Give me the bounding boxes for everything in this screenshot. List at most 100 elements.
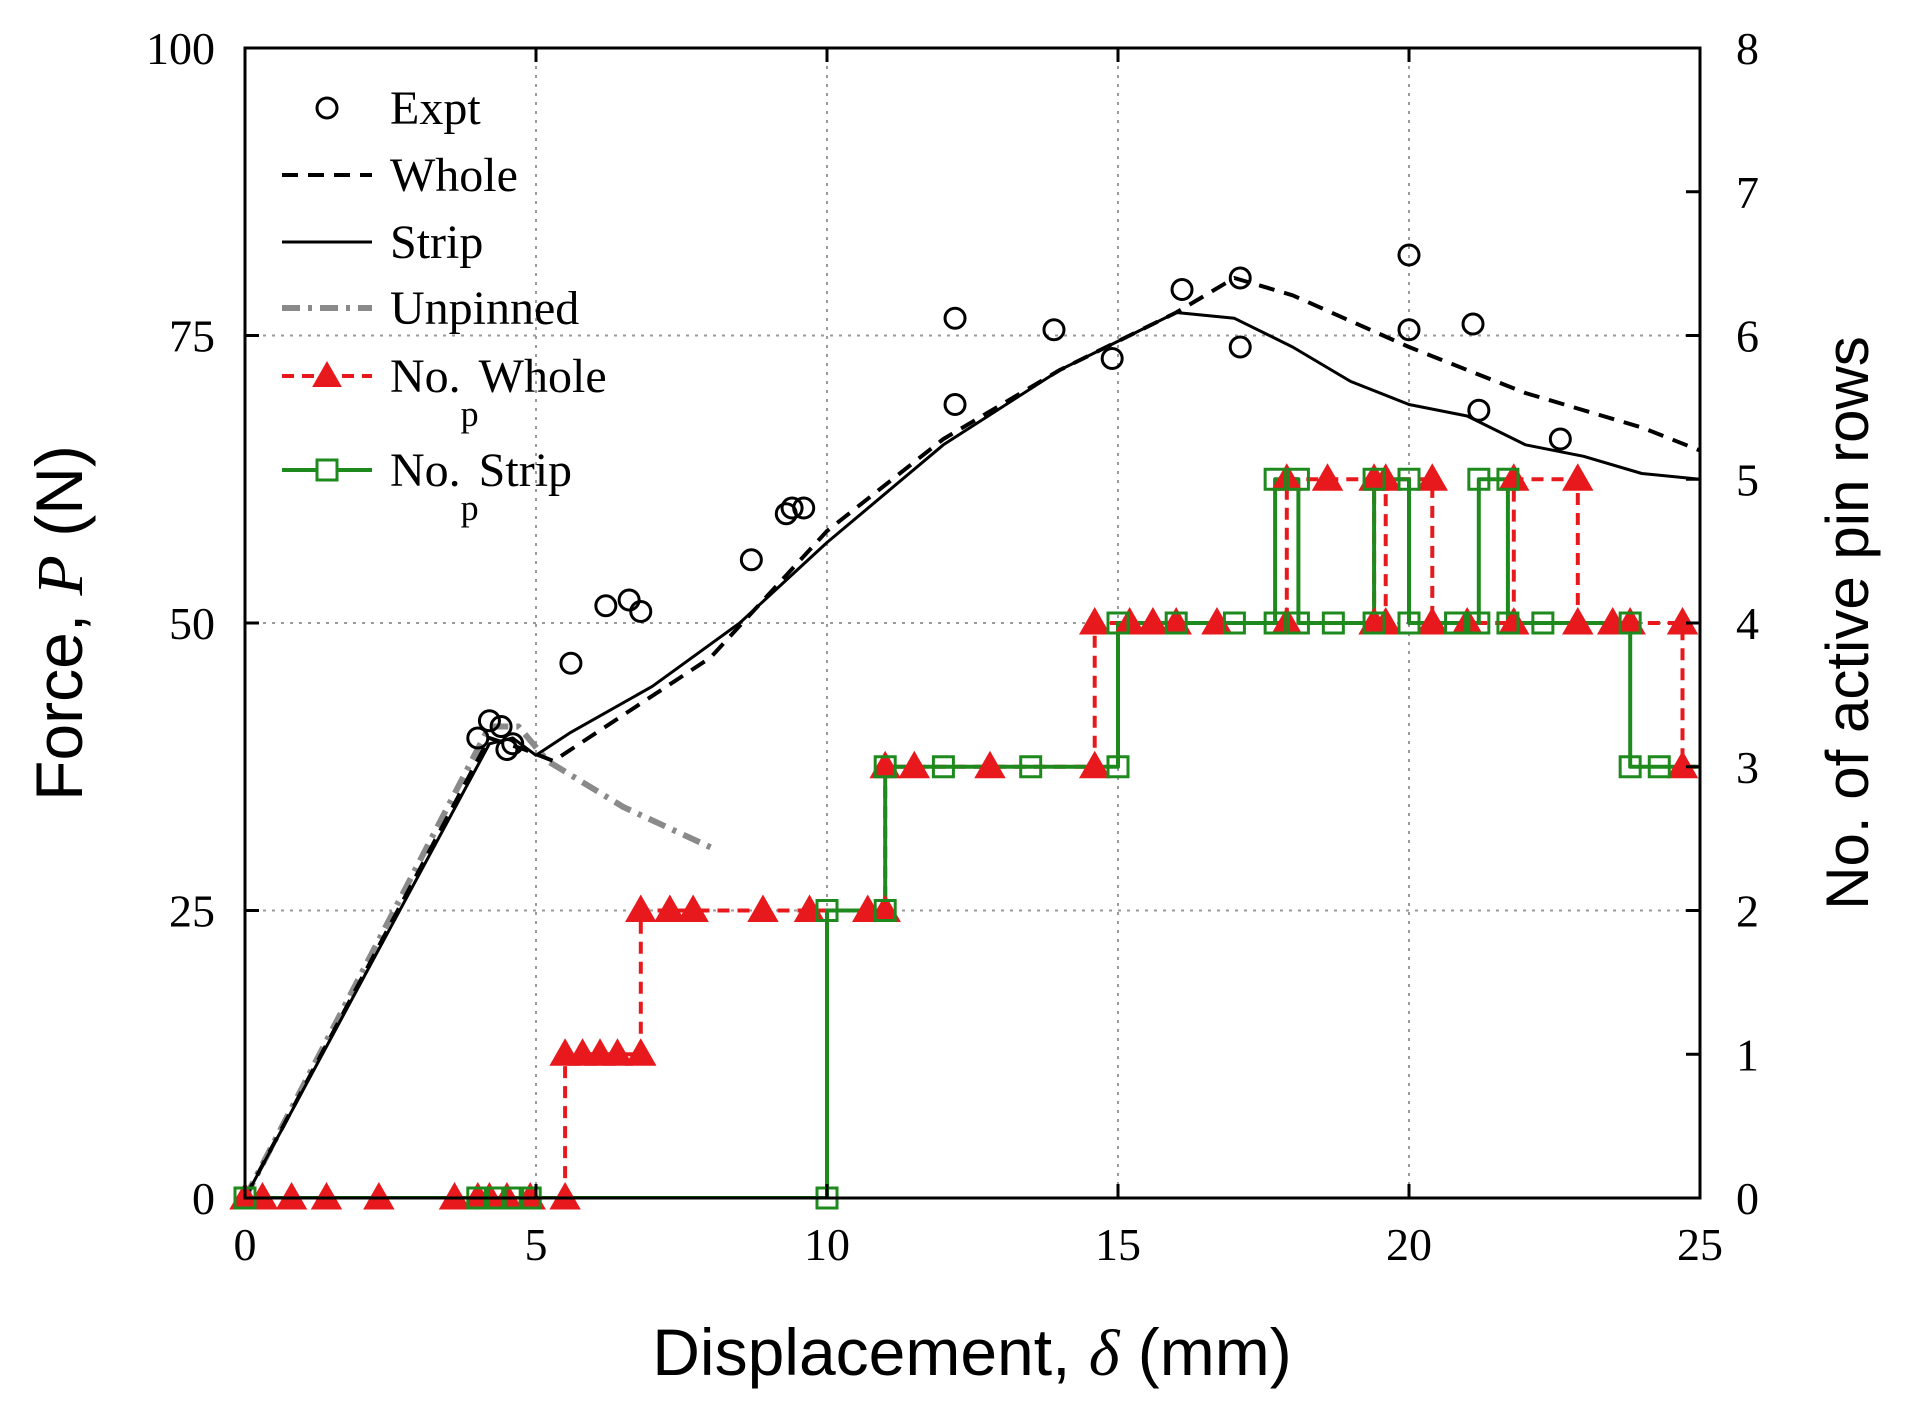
y2-tick-label: 6 xyxy=(1736,311,1759,362)
no-strip-data-point xyxy=(1106,611,1130,635)
no-strip-data-point xyxy=(1618,755,1642,779)
legend-label-rest: Strip xyxy=(479,444,572,497)
legend-label: Unpinned xyxy=(390,282,579,335)
expt-data-point xyxy=(739,548,763,572)
expt-data-point xyxy=(477,709,501,733)
legend-expt-marker xyxy=(315,96,339,120)
strip-series-line xyxy=(245,311,1700,1198)
no-whole-data-point xyxy=(1451,606,1483,635)
expt-data-point xyxy=(466,726,490,750)
no-whole-data-point xyxy=(549,1181,581,1210)
no-strip-data-point xyxy=(1263,467,1287,491)
expt-data-point xyxy=(617,588,641,612)
no-whole-data-point xyxy=(625,894,657,922)
no-strip-data-point xyxy=(1467,467,1491,491)
expt-data-point xyxy=(1100,347,1124,370)
expt-data-point xyxy=(780,496,804,520)
no-strip-data-point xyxy=(1263,611,1287,635)
no-strip-data-point xyxy=(1362,467,1386,491)
x-axis-title: Displacement, δ (mm) xyxy=(652,1315,1291,1390)
x-tick-label: 5 xyxy=(525,1219,548,1270)
no-strip-data-point xyxy=(873,899,897,922)
no-whole-data-point xyxy=(1078,606,1111,635)
legend-label-main: Expt xyxy=(390,82,481,135)
y-tick-label: 0 xyxy=(192,1173,215,1224)
no-whole-data-point xyxy=(898,750,931,779)
legend-label-subscript: p xyxy=(461,488,479,528)
y-axis-title-symbol: P xyxy=(24,555,97,596)
y-tick-label: 75 xyxy=(169,311,215,362)
no-whole-data-point xyxy=(677,894,709,922)
no-strip-data-point xyxy=(1164,611,1188,635)
no-strip-data-point xyxy=(1444,611,1468,635)
expt-data-point xyxy=(495,738,519,761)
y2-tick-label: 4 xyxy=(1736,598,1759,649)
expt-data-point xyxy=(943,306,967,330)
no-strip-data-point xyxy=(1019,755,1043,779)
expt-data-point xyxy=(629,600,653,623)
expt-data-point xyxy=(1467,398,1491,422)
expt-data-point xyxy=(1548,427,1572,451)
legend-label-main: Unpinned xyxy=(390,282,579,335)
expt-data-point xyxy=(1042,318,1066,342)
no_whole-series-line xyxy=(245,477,1700,1198)
no-whole-data-point xyxy=(1271,606,1303,635)
no-strip-data-point xyxy=(1496,611,1520,635)
no-whole-data-point xyxy=(1369,606,1402,635)
x-axis-title-suffix: (mm) xyxy=(1119,1315,1291,1389)
no-whole-data-point xyxy=(310,1181,343,1210)
unpinned-series-line xyxy=(245,723,712,1198)
legend-label-main: No. xyxy=(390,444,461,497)
whole-series-line xyxy=(245,276,1700,1198)
no-strip-data-point xyxy=(1397,611,1421,635)
no-whole-data-point xyxy=(654,894,686,922)
legend-label: No.pWhole xyxy=(390,350,607,434)
y2-tick-label: 8 xyxy=(1736,23,1759,74)
x-tick-label: 10 xyxy=(804,1219,850,1270)
no-whole-data-point xyxy=(601,1038,634,1066)
y-tick-label: 50 xyxy=(169,598,215,649)
no-whole-data-point xyxy=(1416,463,1449,491)
expt-data-point xyxy=(1170,278,1194,301)
no-strip-data-point xyxy=(1647,755,1671,779)
no-strip-data-point xyxy=(1321,611,1345,635)
expt-data-point xyxy=(1397,243,1421,267)
no-strip-data-point xyxy=(1618,611,1642,635)
no-strip-data-point xyxy=(1531,611,1555,635)
y2-axis-title: No. of active pin rows xyxy=(1814,336,1881,910)
expt-data-point xyxy=(489,715,513,738)
x-tick-label: 15 xyxy=(1095,1219,1141,1270)
no-whole-data-point xyxy=(1416,606,1449,635)
no-strip-data-point xyxy=(1496,467,1520,491)
no-whole-data-point xyxy=(1137,606,1169,635)
y-axis-title-prefix: Force, xyxy=(22,595,96,800)
no-whole-data-point xyxy=(438,1181,471,1210)
no-whole-data-point xyxy=(1666,750,1699,779)
legend-item-whole: Whole xyxy=(282,149,518,202)
legend-label-rest: Whole xyxy=(479,350,607,403)
y-tick-label: 100 xyxy=(146,23,215,74)
grid-layer xyxy=(245,48,1700,1198)
no-whole-data-point xyxy=(974,750,1006,779)
no-whole-data-point xyxy=(1562,606,1594,635)
expt-data-point xyxy=(1397,318,1421,342)
no-strip-data-point xyxy=(1222,611,1246,635)
legend-label: Expt xyxy=(390,82,481,135)
no-whole-data-point xyxy=(1666,606,1699,635)
no-strip-data-point xyxy=(1106,755,1130,779)
y2-tick-label: 0 xyxy=(1736,1173,1759,1224)
legend-no-whole-marker xyxy=(312,360,342,387)
legend-label-main: Strip xyxy=(390,216,483,269)
no-whole-data-point xyxy=(1562,463,1594,491)
expt-data-point xyxy=(501,732,525,756)
y-axis-title: Force, P (N) xyxy=(22,445,97,801)
marker-layer xyxy=(229,243,1699,1210)
no-whole-data-point xyxy=(1078,750,1111,779)
legend-label-main: Whole xyxy=(390,149,518,202)
y2-tick-label: 2 xyxy=(1736,886,1759,937)
expt-data-point xyxy=(594,594,618,618)
no-whole-data-point xyxy=(1271,463,1303,491)
tick-layer: 0 5 10 15 20 25 0 25 50 75 100 0 1 2 3 4 5 6 7 8 xyxy=(146,23,1759,1270)
legend-label-main: No. xyxy=(390,350,461,403)
